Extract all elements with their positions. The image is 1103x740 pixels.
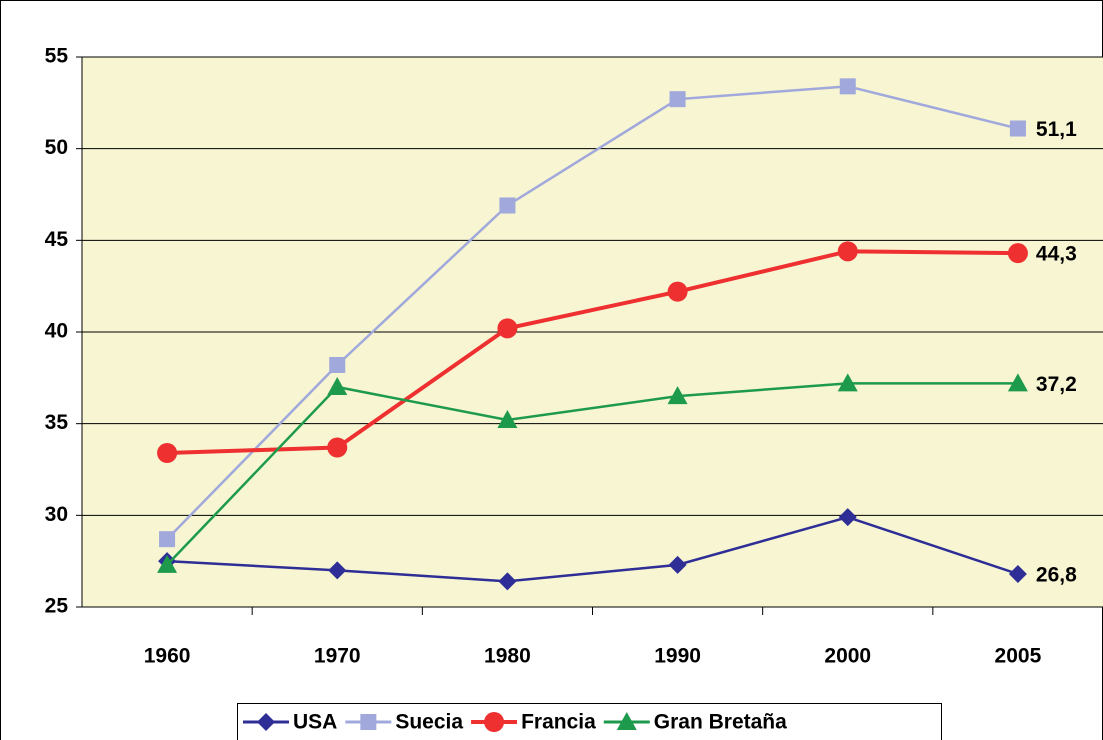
marker — [497, 410, 518, 428]
marker — [498, 572, 517, 591]
marker — [837, 373, 858, 392]
marker — [327, 437, 348, 458]
marker — [667, 386, 688, 405]
x-tick-label: 1990 — [654, 645, 701, 668]
marker — [1007, 373, 1028, 392]
y-tick-label: 30 — [45, 503, 68, 526]
legend-label: USA — [293, 711, 337, 734]
x-tick-label: 2005 — [995, 645, 1042, 668]
marker — [499, 197, 516, 214]
value-label: 26,8 — [1036, 564, 1077, 587]
marker — [839, 78, 856, 95]
x-tick-label: 2000 — [824, 645, 871, 668]
marker — [157, 443, 178, 463]
marker — [329, 357, 346, 373]
line — [166, 382, 1018, 566]
line — [167, 249, 1018, 455]
line — [167, 515, 1019, 583]
marker — [360, 714, 377, 730]
value-label: 51,1 — [1036, 118, 1077, 141]
marker — [837, 241, 858, 262]
value-label: 44,3 — [1036, 243, 1077, 266]
y-tick-label: 45 — [45, 228, 69, 251]
marker — [1008, 565, 1027, 583]
x-tick-label: 1960 — [144, 645, 191, 668]
y-tick-label: 35 — [45, 411, 69, 434]
marker — [838, 508, 857, 527]
marker — [668, 555, 687, 574]
y-tick-label: 40 — [45, 320, 68, 343]
x-tick-label: 1970 — [314, 645, 361, 668]
line — [166, 85, 1019, 541]
value-label: 37,2 — [1036, 373, 1077, 396]
marker — [667, 281, 688, 302]
legend-label: Gran Bretaña — [654, 711, 787, 734]
marker — [497, 318, 518, 339]
y-tick-label: 50 — [45, 136, 68, 159]
legend-label: Francia — [521, 711, 596, 734]
marker — [669, 91, 686, 108]
y-tick-label: 25 — [45, 595, 69, 618]
marker — [484, 712, 505, 732]
marker — [1007, 243, 1028, 264]
marker — [327, 377, 348, 395]
marker — [159, 531, 176, 548]
marker — [328, 561, 347, 580]
marker — [616, 712, 637, 730]
marker — [1009, 120, 1026, 137]
marker — [157, 554, 178, 573]
x-tick-label: 1980 — [484, 645, 531, 668]
marker — [257, 713, 275, 731]
y-tick-label: 55 — [45, 45, 69, 68]
legend-label: Suecia — [395, 711, 463, 734]
